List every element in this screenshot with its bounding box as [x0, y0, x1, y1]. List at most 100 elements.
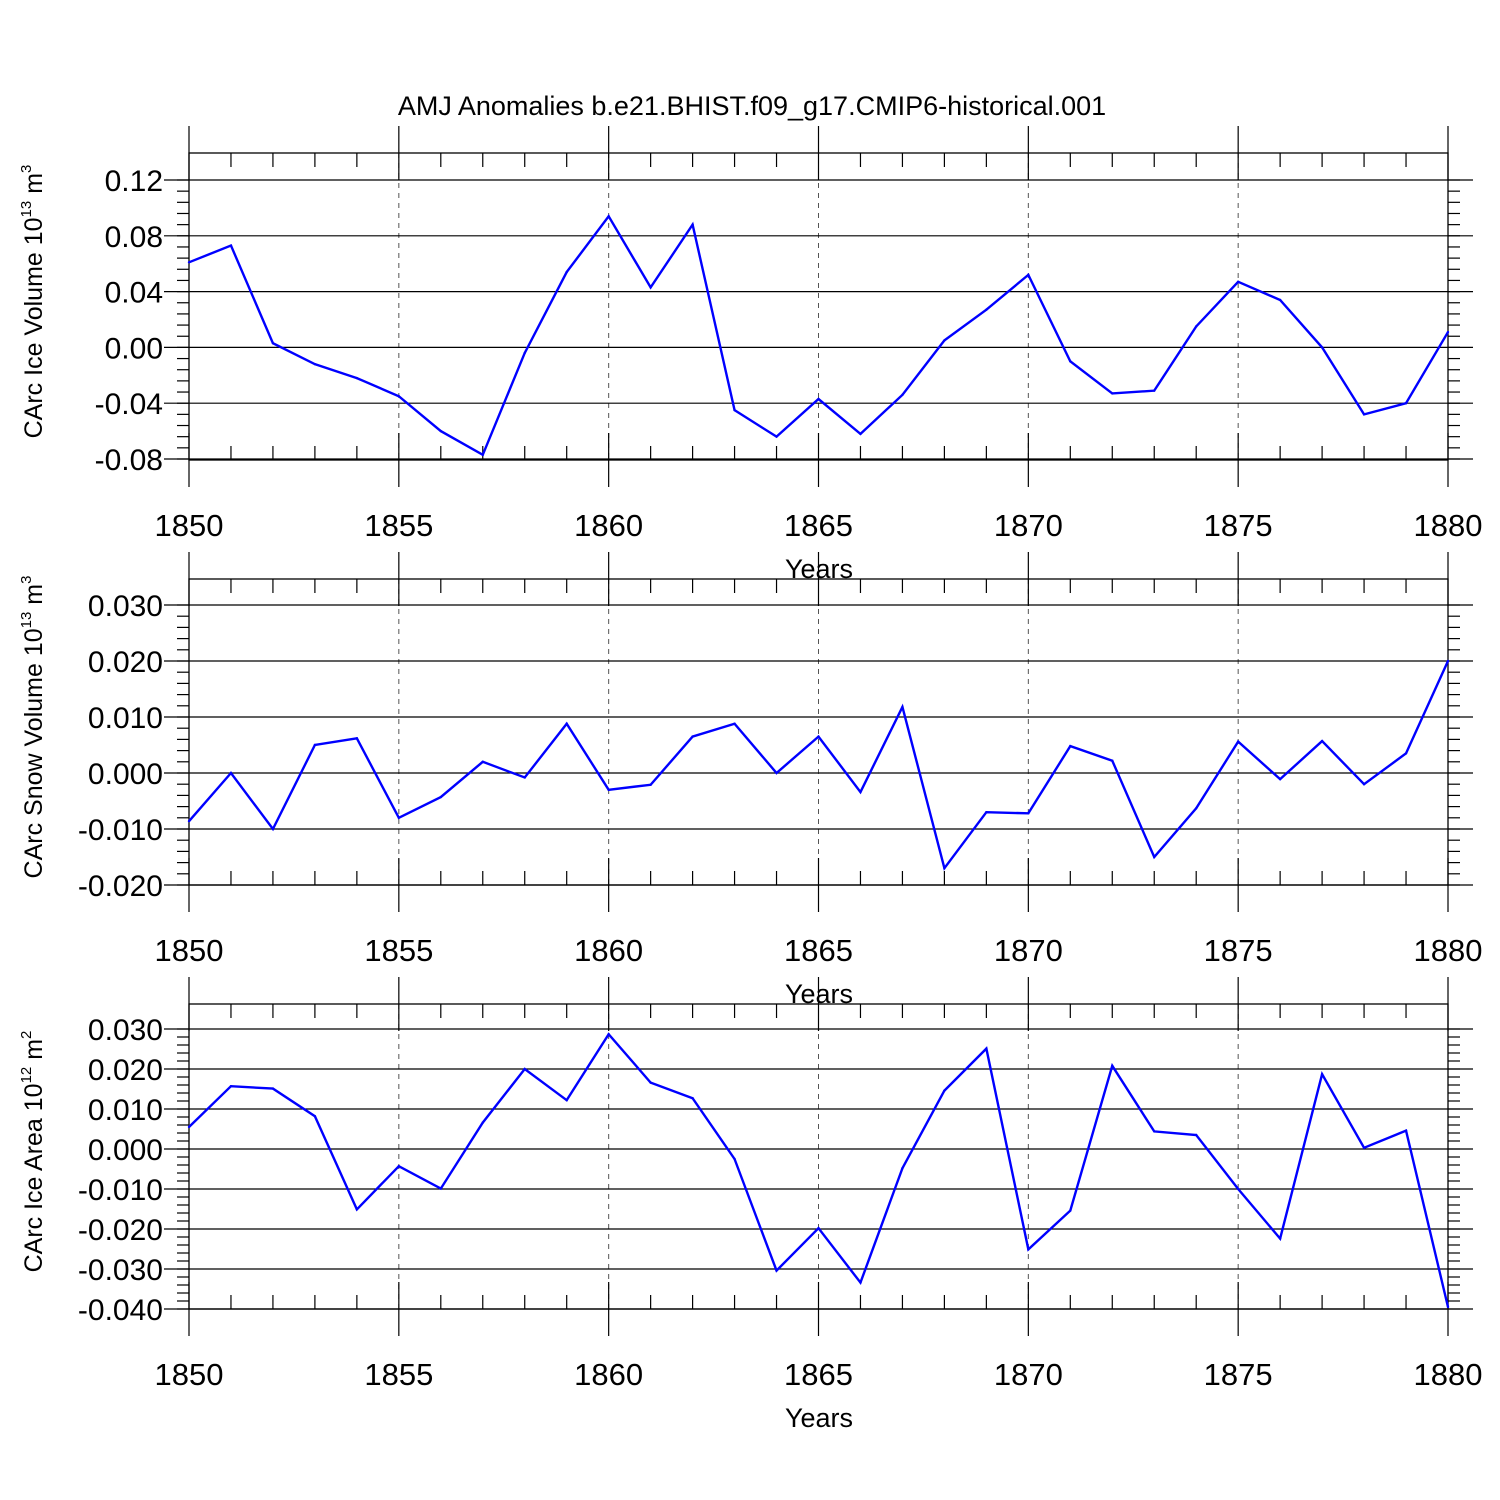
y-tick-label: -0.04	[95, 388, 163, 421]
data-point	[1111, 392, 1114, 395]
data-point	[565, 270, 568, 274]
data-point	[1278, 1237, 1282, 1240]
data-point	[1111, 759, 1114, 762]
data-point	[1195, 325, 1198, 328]
data-point	[1027, 812, 1030, 815]
data-point	[1278, 777, 1282, 781]
x-tick-label: 1855	[364, 1357, 433, 1392]
y-axis-label-superscript: 2	[18, 1031, 35, 1039]
data-point	[733, 722, 736, 725]
data-point	[1027, 1248, 1030, 1251]
data-point	[481, 760, 484, 763]
data-point	[439, 1187, 442, 1190]
data-point	[1027, 273, 1030, 277]
data-point	[649, 1081, 652, 1084]
data-point	[523, 776, 526, 779]
data-point	[901, 1167, 904, 1170]
data-point	[1404, 402, 1408, 405]
y-tick-label: 0.00	[105, 332, 163, 365]
data-point	[1362, 783, 1366, 786]
y-axis-label: CArc Ice Volume 1013 m3	[18, 165, 48, 439]
figure-title: AMJ Anomalies b.e21.BHIST.f09_g17.CMIP6-…	[398, 91, 1106, 121]
y-tick-label: -0.010	[78, 814, 163, 847]
panel-1: 0.12 0.08 0.04 0.00 -0.04 -0.08 1850 1855 1860 18…	[18, 126, 1482, 584]
data-point	[943, 867, 946, 870]
data-point	[187, 819, 191, 823]
data-point	[691, 1097, 694, 1100]
x-tick-label: 1870	[994, 933, 1063, 968]
x-tick-label: 1880	[1414, 933, 1483, 968]
data-point	[1320, 1073, 1324, 1076]
data-point	[817, 1227, 820, 1230]
y-tick-label: 0.020	[88, 1054, 163, 1087]
x-axis-label: Years	[785, 1403, 853, 1433]
y-axis-label-text: CArc Ice Volume 10	[20, 217, 48, 438]
data-point	[355, 376, 359, 380]
x-tick-label: 1880	[1414, 508, 1483, 543]
data-point	[775, 771, 778, 775]
data-point	[1195, 1133, 1198, 1137]
y-tick-label: 0.020	[88, 646, 163, 679]
data-point	[607, 1033, 610, 1036]
data-point	[271, 342, 275, 345]
y-tick-label: 0.010	[88, 1094, 163, 1127]
data-point	[229, 1085, 233, 1088]
y-axis-label-superscript: 13	[18, 201, 35, 218]
data-point	[1404, 752, 1408, 755]
y-tick-label: 0.12	[105, 165, 163, 198]
data-point	[817, 397, 820, 401]
x-tick-label: 1865	[784, 508, 853, 543]
data-point	[859, 432, 862, 436]
panel-2: 0.030 0.020 0.010 0.000 -0.010 -0.020 1850 1855…	[18, 552, 1482, 1009]
data-point	[691, 223, 694, 226]
data-point	[397, 1165, 401, 1168]
data-point	[733, 408, 736, 412]
data-point	[943, 339, 946, 342]
y-tick-label: 0.030	[88, 590, 163, 623]
data-point	[397, 816, 401, 819]
data-point	[985, 308, 988, 311]
data-point	[1069, 744, 1072, 748]
y-axis-label: CArc Ice Area 1012 m2	[18, 1031, 48, 1273]
data-point	[607, 788, 610, 791]
data-point	[859, 1281, 862, 1284]
x-tick-label: 1850	[155, 933, 224, 968]
data-point	[565, 722, 568, 725]
data-point	[1362, 1146, 1366, 1150]
x-tick-label: 1855	[364, 933, 433, 968]
y-tick-label: -0.010	[78, 1174, 163, 1207]
x-tick-label: 1875	[1204, 933, 1273, 968]
y-axis-label-text: m	[20, 1039, 48, 1067]
x-tick-label: 1865	[784, 933, 853, 968]
data-point	[1446, 1305, 1450, 1309]
data-point	[1278, 298, 1282, 302]
y-axis-label-superscript: 3	[18, 576, 35, 584]
data-point	[985, 1047, 988, 1050]
data-point	[1153, 855, 1156, 859]
data-point	[439, 429, 442, 433]
data-point	[1320, 739, 1324, 743]
data-point	[1236, 280, 1240, 284]
y-tick-label: 0.04	[105, 277, 163, 310]
data-point	[943, 1089, 946, 1092]
data-point	[481, 1121, 484, 1124]
data-point	[1446, 659, 1450, 663]
data-point	[817, 735, 820, 738]
data-point	[313, 1115, 317, 1118]
data-point	[187, 261, 191, 264]
data-point	[1153, 1130, 1156, 1133]
x-tick-label: 1875	[1204, 1357, 1273, 1392]
data-point	[1404, 1129, 1408, 1132]
data-point	[523, 351, 526, 355]
x-tick-label: 1880	[1414, 1357, 1483, 1392]
data-point	[985, 811, 988, 814]
y-tick-label: -0.08	[95, 444, 163, 477]
data-point	[355, 737, 359, 740]
x-tick-label: 1875	[1204, 508, 1273, 543]
data-point	[775, 435, 778, 438]
data-point	[229, 244, 233, 247]
x-tick-label: 1860	[574, 933, 643, 968]
data-point	[649, 286, 652, 289]
y-tick-label: 0.000	[88, 758, 163, 791]
y-tick-label: 0.030	[88, 1014, 163, 1047]
